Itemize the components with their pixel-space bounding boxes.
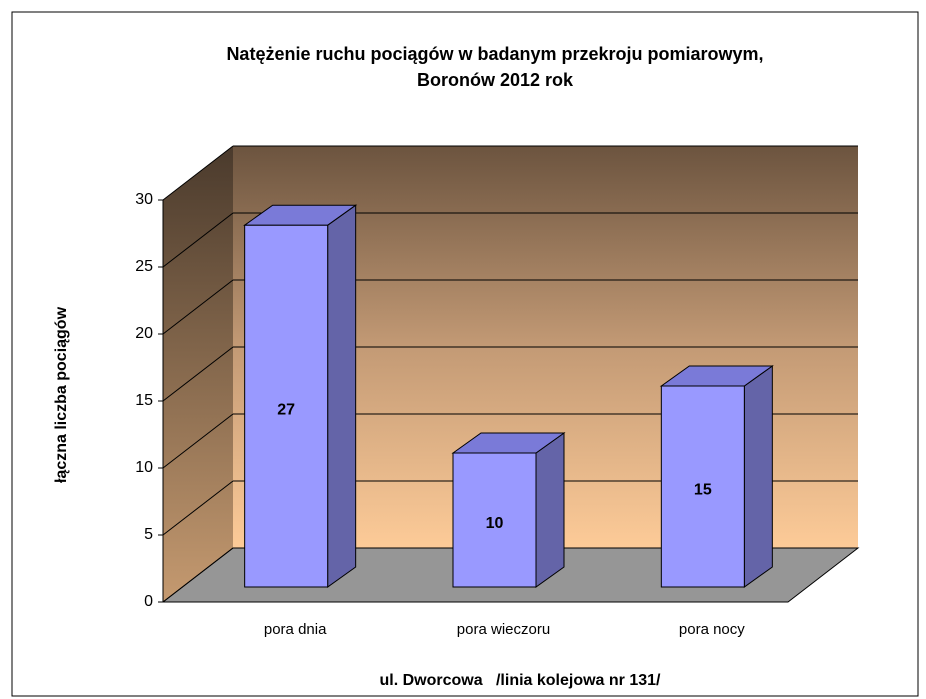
data-label: 15 <box>694 482 712 499</box>
chart-subtitle: Boronów 2012 rok <box>417 70 574 90</box>
side-grid-line <box>162 279 234 335</box>
data-label: 10 <box>486 515 504 532</box>
side-grid-line <box>162 212 234 268</box>
x-tick-label: pora wieczoru <box>457 621 550 638</box>
side-grid-line <box>162 145 234 201</box>
data-label: 27 <box>277 401 295 418</box>
y-axis-title: łączna liczba pociągów <box>53 306 70 483</box>
y-tick-label: 0 <box>144 593 153 610</box>
y-tick-label: 25 <box>135 258 153 275</box>
side-grid-line <box>162 346 234 402</box>
side-grid-line <box>162 547 234 603</box>
y-tick-label: 15 <box>135 392 153 409</box>
bar-side <box>743 365 773 588</box>
bar <box>659 365 774 588</box>
y-tick-label: 5 <box>144 526 153 543</box>
x-tick-label: pora nocy <box>679 621 745 638</box>
bar-side <box>535 432 565 588</box>
side-grid-line <box>162 413 234 469</box>
x-tick-label: pora dnia <box>264 621 327 638</box>
side-grid-line <box>162 480 234 536</box>
bar-front <box>244 224 329 588</box>
y-tick-label: 10 <box>135 459 153 476</box>
bar-front <box>660 385 745 588</box>
bar-side <box>327 204 357 588</box>
bar <box>451 432 566 588</box>
y-tick-label: 20 <box>135 325 153 342</box>
y-tick-label: 30 <box>135 191 153 208</box>
bar <box>243 204 358 588</box>
bar-front <box>452 452 537 588</box>
x-axis-title: ul. Dworcowa /linia kolejowa nr 131/ <box>380 672 662 689</box>
chart-title: Natężenie ruchu pociągów w badanym przek… <box>226 44 763 64</box>
